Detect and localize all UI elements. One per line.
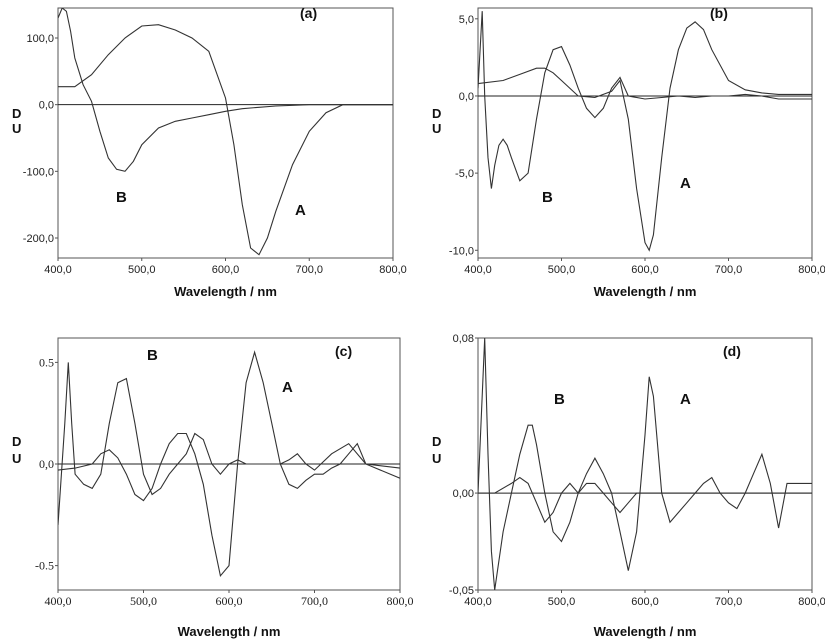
curve-label-b: B	[116, 189, 127, 206]
panel-label: (a)	[300, 5, 317, 21]
x-tick-label: 800,0	[379, 264, 407, 276]
x-tick-label: 700,0	[295, 264, 323, 276]
x-tick-label: 500,0	[548, 264, 576, 276]
x-tick-label: 700,0	[715, 596, 743, 608]
panel-d: 400,0 500,0 600,0 700,0 800,0 0,08 0,00 -0,05 DU…	[432, 333, 825, 639]
series-line-a	[478, 376, 812, 571]
plot-frame	[477, 7, 813, 259]
panel-a: 400,0 500,0 600,0 700,0 800,0 100,0 0,0 -100,0 -…	[12, 5, 407, 299]
series-line-a	[58, 350, 400, 578]
y-tick-label: 0,08	[453, 333, 474, 345]
y-tick-label: -0,05	[449, 585, 474, 597]
x-tick-label: 500,0	[548, 596, 576, 608]
y-tick-label: -100,0	[23, 166, 54, 178]
y-axis-label: D	[12, 434, 21, 449]
curve-label-a: A	[680, 391, 691, 408]
curve-label-b: B	[554, 391, 565, 408]
curve-label-a: A	[295, 202, 306, 219]
x-tick-label: 400,0	[464, 264, 492, 276]
series-line-b	[478, 11, 812, 189]
panel-label: (d)	[723, 343, 741, 359]
x-axis-label: Wavelength / nm	[594, 624, 697, 639]
y-axis-label: U	[432, 121, 441, 136]
y-tick-label: -200,0	[23, 233, 54, 245]
y-axis-label: U	[432, 451, 441, 466]
x-tick-label: 500,0	[130, 594, 157, 608]
curve-label-a: A	[680, 175, 691, 192]
y-tick-label: 0,00	[453, 488, 474, 500]
x-tick-label: 400,0	[464, 596, 492, 608]
panel-c: 400,0 500,0 600,0 700,0 800,0 0.5 0,0 -0.5 DU Wav…	[12, 337, 414, 639]
y-tick-label: 0.5	[39, 355, 54, 369]
x-axis-label: Wavelength / nm	[178, 624, 281, 639]
y-axis-label: U	[12, 121, 21, 136]
x-tick-label: 800,0	[387, 594, 414, 608]
curve-label-a: A	[282, 379, 293, 396]
y-tick-label: -10,0	[449, 245, 474, 257]
panel-label: (c)	[335, 343, 352, 359]
x-tick-label: 800,0	[798, 596, 825, 608]
panel-b: 400,0 500,0 600,0 700,0 800,0 5,0 0,0 -5,0 -10,0…	[432, 5, 825, 299]
y-tick-label: 0,0	[39, 457, 54, 471]
curve-label-b: B	[542, 189, 553, 206]
series-line-a	[58, 24, 393, 256]
x-tick-label: 600,0	[631, 264, 659, 276]
x-tick-label: 700,0	[715, 264, 743, 276]
x-tick-label: 700,0	[301, 594, 328, 608]
y-axis-label: D	[12, 106, 21, 121]
x-axis-label: Wavelength / nm	[594, 284, 697, 299]
y-axis-label: U	[12, 451, 21, 466]
x-axis-label: Wavelength / nm	[174, 284, 277, 299]
x-tick-label: 600,0	[216, 594, 243, 608]
y-tick-label: -0.5	[35, 559, 54, 573]
x-tick-label: 600,0	[631, 596, 659, 608]
x-tick-label: 800,0	[798, 264, 825, 276]
plot-frame	[57, 7, 394, 259]
series-line-a	[478, 21, 812, 252]
panel-label: (b)	[710, 5, 728, 21]
series-line-b	[478, 338, 812, 590]
x-tick-label: 400,0	[45, 594, 72, 608]
y-tick-label: 100,0	[26, 33, 54, 45]
x-tick-label: 600,0	[212, 264, 240, 276]
x-tick-label: 500,0	[128, 264, 156, 276]
y-tick-label: 0,0	[459, 91, 474, 103]
x-tick-label: 400,0	[44, 264, 72, 276]
y-axis-label: D	[432, 434, 441, 449]
y-tick-label: 5,0	[459, 14, 474, 26]
y-tick-label: -5,0	[455, 168, 474, 180]
y-axis-label: D	[432, 106, 441, 121]
plot-frame	[477, 337, 813, 591]
series-line-b	[58, 362, 400, 526]
y-tick-label: 0,0	[39, 100, 54, 112]
curve-label-b: B	[147, 347, 158, 364]
series-line-b	[58, 8, 393, 172]
